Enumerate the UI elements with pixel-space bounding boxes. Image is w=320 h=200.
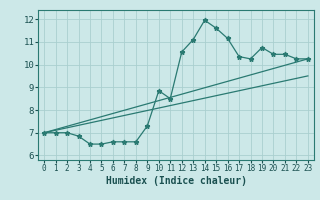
X-axis label: Humidex (Indice chaleur): Humidex (Indice chaleur) [106,176,246,186]
